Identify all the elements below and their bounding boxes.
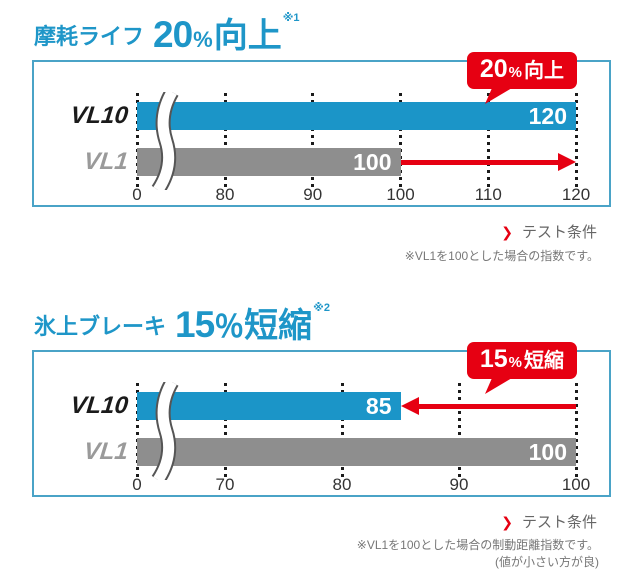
axis-tick-label: 110: [474, 185, 502, 204]
test-conditions-label: テスト条件: [521, 514, 597, 531]
title-prefix: 氷上ブレーキ: [34, 314, 167, 339]
axis-tick-label: 0: [132, 475, 142, 494]
gridline: [135, 93, 139, 187]
category-label-vl10: VL10: [69, 102, 130, 129]
title-number: 15: [175, 304, 215, 345]
axis-tick-label: 80: [215, 185, 235, 204]
badge-percent: %: [508, 354, 522, 371]
category-label-vl1: VL1: [82, 148, 130, 175]
arrow-head-icon: [400, 397, 419, 415]
bar-value-vl1: 100: [353, 149, 392, 175]
improvement-badge: 20% 向上: [466, 52, 577, 104]
footnote-line: (値が小さい方が良): [495, 554, 599, 569]
test-conditions-label: テスト条件: [521, 224, 597, 241]
gridline: [223, 383, 227, 477]
axis-tick-label: 120: [561, 185, 591, 204]
title-percent: ％: [214, 311, 245, 344]
chevron-right-icon: ❯: [501, 224, 513, 240]
gridline: [340, 383, 344, 477]
footnote: ※VL1を100とした場合の指数です。: [32, 248, 599, 265]
bar-vl10: 85: [137, 392, 401, 420]
badge-number: 20: [479, 55, 508, 83]
arrow-head-icon: [558, 153, 576, 171]
gridline: [135, 383, 139, 477]
axis-tick-label: 90: [449, 475, 469, 494]
axis-break-icon: [151, 382, 179, 480]
comparison-arrow: [400, 397, 576, 415]
badge-tail-icon: [484, 378, 512, 394]
category-label-vl1: VL1: [82, 438, 130, 465]
footnote: ※VL1を100とした場合の制動距離指数です。 (値が小さい方が良): [32, 537, 599, 571]
wear-life-title: 摩耗ライフ 20%向上※1: [34, 8, 300, 57]
ice-brake-title: 氷上ブレーキ 15％短縮※2: [34, 298, 330, 347]
bar-value-vl10: 120: [528, 103, 567, 129]
arrow-shaft: [400, 159, 564, 165]
title-number: 20: [153, 14, 193, 55]
axis-tick-label: 90: [303, 185, 323, 204]
title-suffix: 短縮: [244, 307, 313, 345]
test-conditions-link[interactable]: ❯ テスト条件: [32, 221, 597, 242]
footnote-ref: ※1: [282, 12, 300, 24]
axis-tick-label: 100: [386, 185, 415, 204]
bar-value-vl1: 100: [528, 439, 567, 465]
badge-tail-icon: [484, 88, 512, 104]
gridline: [574, 93, 578, 187]
comparison-arrow: [400, 153, 576, 171]
axis-tick-label: 70: [215, 475, 235, 494]
axis-tick-label: 100: [561, 475, 591, 494]
axis-tick-label: 80: [332, 475, 352, 494]
title-percent: %: [193, 27, 213, 52]
footnote-ref: ※2: [313, 302, 330, 314]
badge-suffix: 短縮: [524, 350, 564, 372]
axis-break-icon: [151, 92, 179, 190]
bar-value-vl10: 85: [365, 393, 392, 419]
footnote-line: ※VL1を100とした場合の制動距離指数です。: [356, 538, 599, 552]
title-prefix: 摩耗ライフ: [34, 24, 145, 49]
bar-vl1: 100: [137, 148, 401, 176]
footnote-line: ※VL1を100とした場合の指数です。: [404, 249, 599, 263]
gridline: [223, 93, 227, 187]
gridline: [457, 383, 461, 477]
gridline: [399, 93, 402, 187]
category-label-vl10: VL10: [69, 392, 130, 419]
gridline: [311, 93, 315, 187]
wear-life-chart-box: VL10 VL1 120 100 0 80 90 100 110 120 20% 向上: [32, 52, 611, 207]
badge-suffix: 向上: [524, 60, 564, 82]
ice-brake-chart-box: VL10 VL1 85 100 0 70 80 90 100 15% 短縮: [32, 342, 611, 497]
bar-vl1: 100: [137, 438, 576, 466]
test-conditions-link[interactable]: ❯ テスト条件: [32, 511, 597, 532]
axis-tick-label: 0: [132, 185, 142, 204]
title-suffix: 向上: [213, 17, 282, 55]
badge-number: 15: [479, 345, 508, 373]
plot-area: VL10 VL1 85 100 0 70 80 90 100: [34, 352, 609, 495]
chevron-right-icon: ❯: [501, 514, 513, 530]
arrow-shaft: [412, 403, 576, 409]
reduction-badge: 15% 短縮: [466, 342, 577, 394]
plot-area: VL10 VL1 120 100 0 80 90 100 110 120: [34, 62, 609, 205]
gridline: [574, 383, 578, 477]
gridline: [486, 93, 490, 187]
badge-percent: %: [508, 64, 522, 81]
bar-vl10: 120: [137, 102, 576, 130]
